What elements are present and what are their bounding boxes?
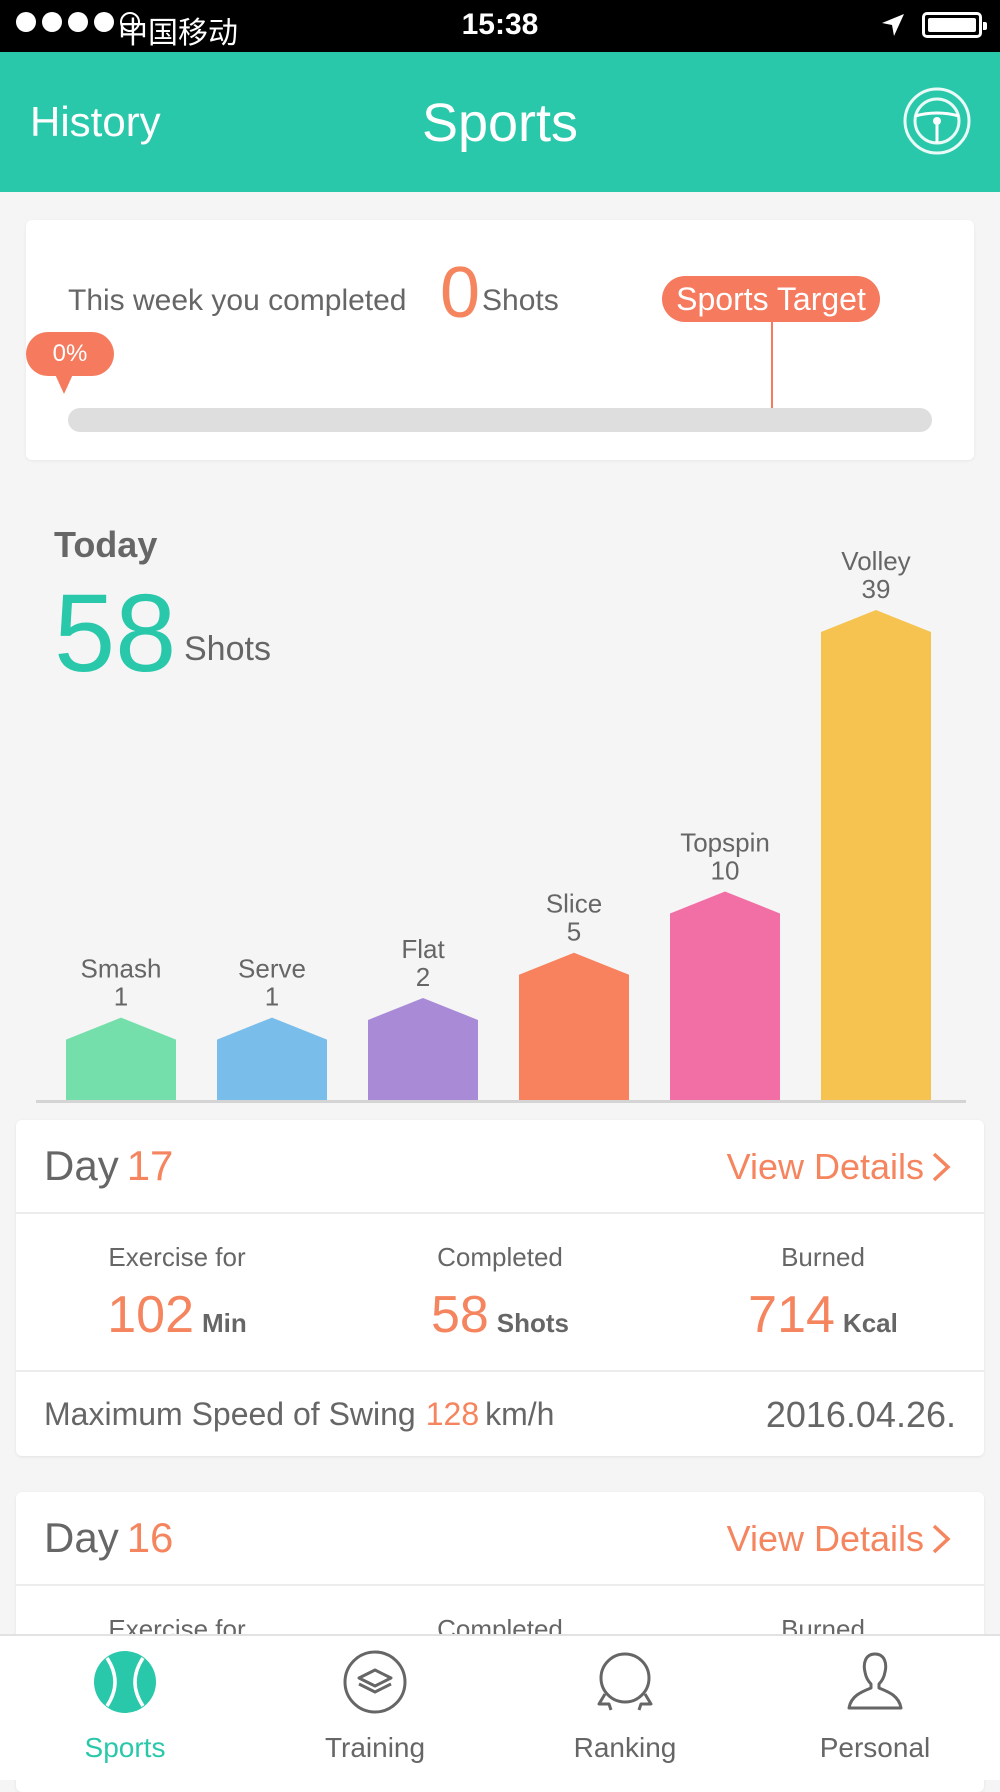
day-prefix: Day [44, 1514, 119, 1561]
chart-bar-flat [368, 997, 478, 1100]
stat-label: Completed [437, 1242, 563, 1272]
stat-label: Burned [781, 1242, 865, 1272]
weekly-summary-card: This week you completed 0 Shots Sports T… [26, 220, 974, 460]
weekly-progress-bar [68, 408, 932, 432]
speed-label: Maximum Speed of Swing [44, 1396, 416, 1432]
carrier-name: 中国移动 [118, 17, 238, 50]
day-prefix: Day [44, 1142, 119, 1189]
chart-category-label: Volley [841, 546, 910, 576]
divider [16, 1212, 984, 1214]
tab-training[interactable]: Training [250, 1636, 500, 1780]
chart-category-label: Serve [238, 954, 306, 984]
today-shot-unit: Shots [184, 630, 271, 668]
stat-exercise: Exercise for 102 Min [16, 1242, 338, 1345]
speed-value: 128 [425, 1396, 480, 1432]
chart-value-label: 2 [416, 962, 430, 992]
chart-category-label: Flat [401, 934, 445, 964]
tab-sports[interactable]: Sports [0, 1636, 250, 1780]
day-number: 17 [126, 1142, 174, 1189]
stat-unit: Min [202, 1308, 247, 1338]
tab-label: Ranking [573, 1732, 677, 1763]
stat-value: 58 [430, 1286, 489, 1344]
signal-strength-icon [16, 12, 140, 32]
sports-target-marker [771, 322, 773, 410]
tab-label: Personal [819, 1732, 931, 1763]
divider [16, 1584, 984, 1586]
speed-unit: km/h [485, 1396, 555, 1432]
status-time: 15:38 [461, 8, 539, 41]
day-card[interactable]: Day 17 View Details Exercise for 102 Min C… [16, 1120, 984, 1456]
tennis-ball-icon [94, 1651, 156, 1713]
chart-value-label: 5 [567, 917, 581, 947]
weekly-shot-count: 0 [440, 253, 481, 333]
stat-value: 102 [107, 1286, 194, 1344]
chart-bar-topspin [670, 891, 780, 1100]
location-arrow-icon [882, 14, 904, 36]
day-number: 16 [126, 1514, 174, 1561]
weekly-summary-text: This week you completed [68, 284, 407, 317]
chart-bar-slice [519, 952, 629, 1100]
today-label: Today [54, 524, 158, 565]
app-header: History Sports [0, 52, 1000, 192]
progress-percent-badge: 0% [26, 332, 114, 376]
chart-category-label: Topspin [680, 827, 770, 857]
tab-ranking[interactable]: Ranking [500, 1636, 750, 1780]
day-date: 2016.04.26. [765, 1394, 956, 1435]
stat-burned: Burned 714 Kcal [662, 1242, 984, 1345]
progress-pointer [54, 372, 74, 394]
chart-value-label: 1 [265, 982, 279, 1012]
chevron-right-icon[interactable] [924, 1518, 958, 1560]
tab-label: Training [324, 1732, 426, 1763]
battery-icon [922, 12, 987, 38]
chevron-right-icon[interactable] [924, 1146, 958, 1188]
stat-completed: Completed 58 Shots [339, 1242, 661, 1345]
stat-label: Exercise for [108, 1242, 246, 1272]
status-bar: 中国移动 15:38 [0, 0, 1000, 52]
sports-target-badge[interactable]: Sports Target [662, 276, 880, 322]
day-header: Day 16 [44, 1514, 173, 1562]
ranking-icon [597, 1652, 653, 1711]
chart-value-label: 39 [862, 574, 891, 604]
stat-value: 714 [748, 1286, 835, 1344]
bottom-nav: Sports Training Ranking Personal [0, 1634, 1000, 1780]
page-title: Sports [421, 93, 579, 153]
divider [16, 1370, 984, 1372]
tab-label: Sports [84, 1732, 166, 1763]
stat-unit: Shots [496, 1308, 570, 1338]
chart-value-label: 1 [114, 982, 128, 1012]
steering-wheel-icon[interactable] [902, 86, 972, 156]
view-details-link[interactable]: View Details [726, 1518, 924, 1559]
day-header: Day 17 [44, 1142, 173, 1190]
chart-category-label: Slice [546, 889, 602, 919]
max-swing-speed: Maximum Speed of Swing 128 km/h [44, 1396, 554, 1433]
chart-baseline [36, 1100, 966, 1103]
chart-bar-serve [217, 1017, 327, 1100]
weekly-shot-unit: Shots [482, 284, 559, 317]
chart-category-label: Smash [81, 954, 162, 984]
chart-value-label: 10 [711, 855, 740, 885]
tab-personal[interactable]: Personal [750, 1636, 1000, 1780]
today-shot-count: 58 [54, 572, 177, 695]
person-icon [847, 1652, 903, 1710]
chart-bar-smash [66, 1017, 176, 1100]
layers-icon [343, 1650, 407, 1714]
view-details-link[interactable]: View Details [726, 1146, 924, 1187]
chart-bar-volley [821, 610, 931, 1100]
history-button[interactable]: History [30, 98, 161, 145]
stat-unit: Kcal [842, 1308, 898, 1338]
